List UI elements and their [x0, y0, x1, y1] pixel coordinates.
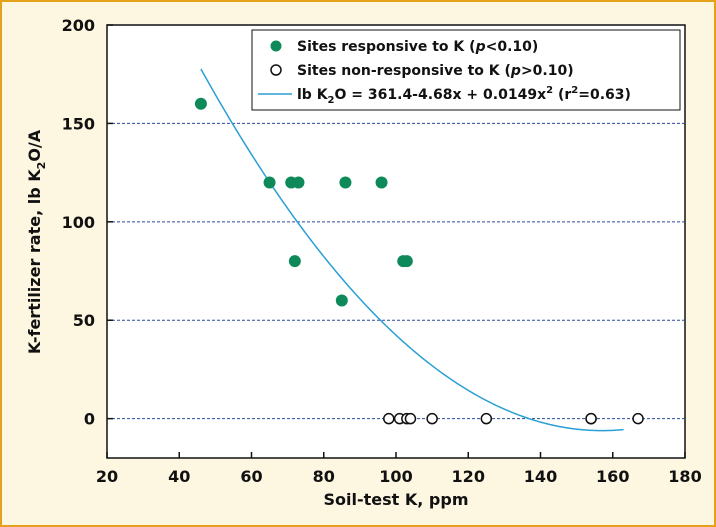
- x-tick-label: 20: [96, 467, 118, 486]
- point-responsive: [400, 255, 413, 268]
- legend: Sites responsive to K (p<0.10) Sites non…: [251, 29, 681, 111]
- x-tick-label: 60: [240, 467, 262, 486]
- point-nonresponsive: [426, 412, 438, 425]
- y-axis-ticks: 0 50 100 150 200: [62, 16, 113, 429]
- legend-label-fitline: lb K2O = 361.4-4.68x + 0.0149x2 (r2=0.63…: [297, 85, 631, 106]
- point-nonresponsive: [632, 412, 644, 425]
- point-nonresponsive: [383, 412, 395, 425]
- x-tick-label: 160: [596, 467, 629, 486]
- y-axis-title: K-fertilizer rate, lb K2O/A: [25, 129, 48, 354]
- y-tick-label: 150: [62, 114, 95, 133]
- x-tick-label: 120: [452, 467, 485, 486]
- legend-marker-nonresponsive: [270, 64, 282, 76]
- point-nonresponsive: [585, 412, 597, 425]
- point-nonresponsive: [404, 412, 417, 425]
- x-axis-title: Soil-test K, ppm: [324, 490, 469, 509]
- y-tick-label: 50: [73, 311, 95, 330]
- legend-label-nonresponsive: Sites non-responsive to K (p>0.10): [297, 63, 574, 79]
- point-responsive: [339, 176, 352, 189]
- x-tick-label: 40: [168, 467, 190, 486]
- point-responsive: [292, 176, 305, 189]
- y-tick-label: 200: [62, 16, 95, 35]
- legend-label-responsive: Sites responsive to K (p<0.10): [297, 39, 538, 55]
- point-responsive: [335, 294, 348, 307]
- point-responsive: [263, 176, 276, 189]
- legend-marker-responsive: [270, 40, 282, 52]
- point-nonresponsive: [480, 412, 493, 425]
- data-points: [194, 97, 644, 425]
- x-tick-label: 100: [379, 467, 412, 486]
- point-responsive: [375, 176, 388, 189]
- y-tick-label: 100: [62, 213, 95, 232]
- point-responsive: [288, 255, 301, 268]
- x-tick-label: 80: [313, 467, 335, 486]
- point-responsive: [194, 97, 207, 110]
- x-tick-label: 140: [524, 467, 557, 486]
- x-tick-label: 180: [668, 467, 701, 486]
- x-axis-ticks: 20 40 60 80 100 120 140 160 180: [96, 452, 702, 486]
- legend-box: [251, 29, 681, 111]
- y-tick-label: 0: [84, 410, 95, 429]
